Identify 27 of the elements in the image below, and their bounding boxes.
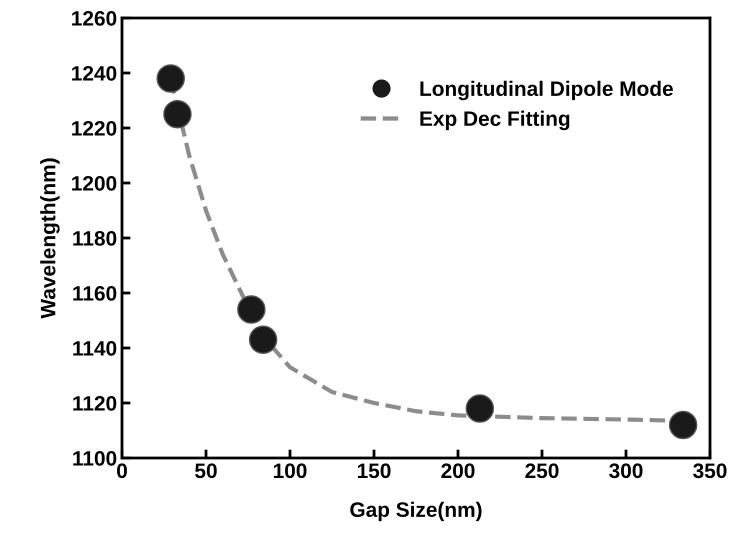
y-tick-label: 1100 — [73, 451, 116, 466]
x-tick-label: 250 — [525, 463, 559, 478]
y-tick-label: 1200 — [72, 176, 116, 191]
y-tick-label: 1180 — [73, 231, 116, 246]
x-tick-label: 300 — [609, 463, 643, 478]
y-tick-label: 1120 — [73, 396, 116, 411]
x-axis-title: Gap Size(nm) — [350, 502, 482, 522]
point — [156, 64, 185, 93]
x-tick-label: 150 — [358, 463, 391, 478]
point — [466, 394, 494, 423]
y-axis-title: Wavelength(nm) — [40, 158, 60, 319]
legend-label: Exp Dec Fitting — [420, 110, 570, 130]
point — [248, 326, 278, 354]
point — [668, 410, 698, 440]
y-tick-label: 1260 — [72, 11, 116, 26]
point — [163, 100, 192, 128]
point — [237, 295, 266, 324]
x-tick-label: 350 — [693, 463, 727, 478]
legend-label: Longitudinal Dipole Mode — [420, 80, 673, 100]
x-tick-label: 200 — [441, 463, 475, 478]
y-tick-label: 1140 — [73, 341, 116, 356]
x-tick-label: 100 — [274, 463, 307, 478]
x-tick-label: 0 — [117, 463, 127, 478]
y-tick-label: 1240 — [72, 66, 116, 81]
y-tick-label: 1220 — [72, 121, 116, 136]
x-tick-label: 50 — [195, 463, 217, 478]
y-tick-label: 1160 — [73, 286, 116, 301]
